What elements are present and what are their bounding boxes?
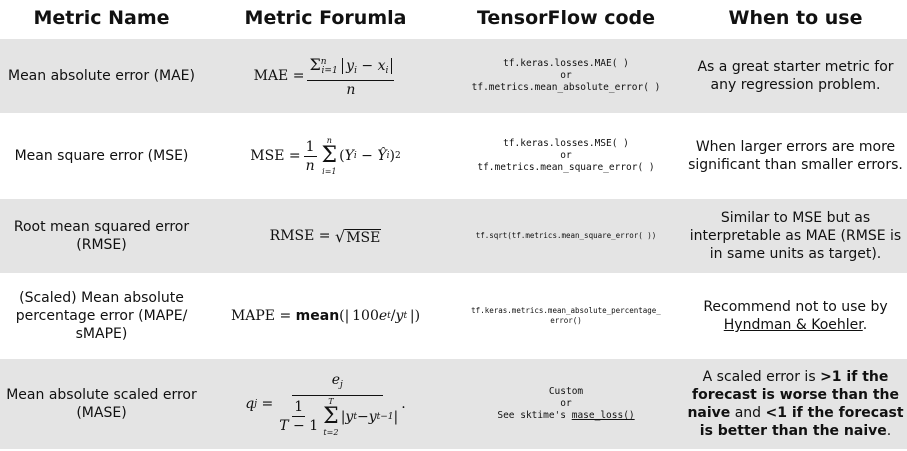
formula-lhs: MSE <box>250 148 285 164</box>
code-line: tf.metrics.mean_absolute_error( ) <box>471 82 661 93</box>
code-or: or <box>560 150 572 161</box>
when-text-suffix: . <box>862 317 868 333</box>
tensorflow-code: tf.keras.metrics.mean_absolute_percentag… <box>448 279 684 353</box>
metric-name: Mean square error (MSE) <box>14 148 189 164</box>
when-to-use: As a great starter metric for any regres… <box>697 59 894 93</box>
formula-function: mean <box>295 308 340 324</box>
table-row-rmse: Root mean squared error (RMSE) RMSE = √ M… <box>0 199 907 273</box>
code-line: error() <box>550 316 582 325</box>
metric-formula: RMSE = √ MSE <box>269 226 382 246</box>
table-row-mae: Mean absolute error (MAE) MAE = Σni=1 yi… <box>0 39 907 113</box>
code-prefix: See sktime's <box>497 410 572 421</box>
code-line: tf.keras.losses.MSE( ) <box>503 138 629 149</box>
table-header: Metric Name Metric Forumla TensorFlow co… <box>0 0 907 36</box>
header-metric-name: Metric Name <box>33 7 170 29</box>
tensorflow-code: tf.sqrt(tf.metrics.mean_square_error( )) <box>448 199 684 273</box>
when-text: Recommend not to use by <box>703 299 888 315</box>
when-text-bold: >1 if the forecast is worse than the nai… <box>687 369 900 421</box>
code-line: tf.keras.metrics.mean_absolute_percentag… <box>471 306 661 315</box>
header-when-to-use: When to use <box>728 7 863 29</box>
when-text: and <box>730 405 766 421</box>
when-text: . <box>886 423 892 439</box>
metric-name: Mean absolute error (MAE) <box>7 68 195 84</box>
when-to-use: When larger errors are more significant … <box>688 139 903 173</box>
mase-loss-link[interactable]: mase_loss() <box>571 410 635 421</box>
code-line: tf.sqrt(tf.metrics.mean_square_error( )) <box>475 231 657 240</box>
code-or: or <box>560 398 572 409</box>
code-line: tf.keras.losses.MAE( ) <box>503 58 629 69</box>
when-text: A scaled error is <box>702 369 821 385</box>
header-tensorflow-code: TensorFlow code <box>476 7 656 29</box>
when-text-bold: <1 if the forecast is better than the na… <box>699 405 904 439</box>
tensorflow-code: tf.keras.losses.MSE( ) or tf.metrics.mea… <box>448 119 684 193</box>
code-line: tf.metrics.mean_square_error( ) <box>477 162 655 173</box>
tensorflow-code: Custom or See sktime's mase_loss() <box>448 359 684 449</box>
metric-formula: MAPE = mean (| 100 e t / y t |) <box>230 308 421 324</box>
metric-name: (Scaled) Mean absolute percentage error … <box>15 290 188 342</box>
code-or: or <box>560 70 572 81</box>
table-row-mape: (Scaled) Mean absolute percentage error … <box>0 279 907 353</box>
formula-lhs: RMSE <box>269 228 315 244</box>
when-to-use: A scaled error is >1 if the forecast is … <box>684 359 907 449</box>
formula-lhs: MAE <box>253 68 289 84</box>
metric-name: Mean absolute scaled error (MASE) <box>6 387 197 421</box>
metric-formula: MAE = Σni=1 yi − xi n <box>203 39 448 113</box>
when-to-use: Similar to MSE but as interpretable as M… <box>689 210 902 262</box>
when-to-use: Recommend not to use by Hyndman & Koehle… <box>684 279 907 353</box>
tensorflow-code: tf.keras.losses.MAE( ) or tf.metrics.mea… <box>448 39 684 113</box>
formula-lhs: MAPE <box>230 308 276 324</box>
formula-radicand: MSE <box>345 228 382 246</box>
hyndman-koehler-link[interactable]: Hyndman & Koehler <box>723 317 863 333</box>
metric-name: Root mean squared error (RMSE) <box>13 219 190 253</box>
header-metric-formula: Metric Forumla <box>244 7 407 29</box>
code-line: Custom <box>548 386 584 397</box>
